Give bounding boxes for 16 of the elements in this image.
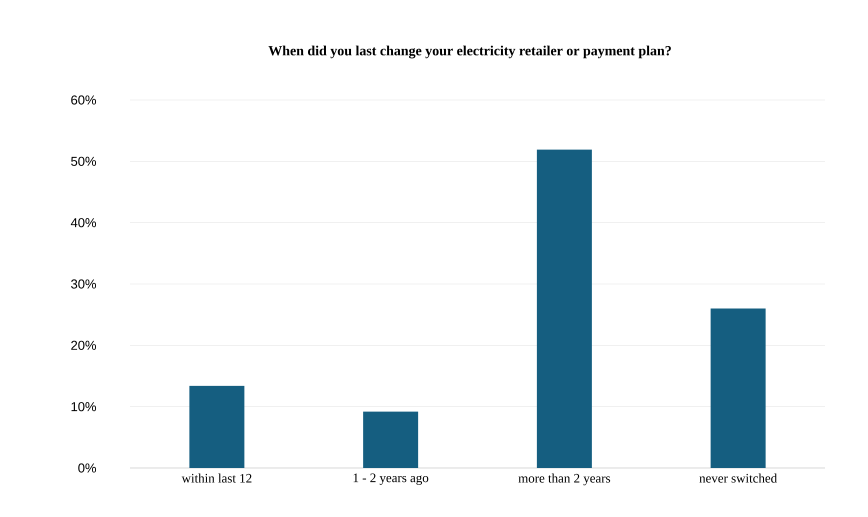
x-tick-label: within last 12 <box>182 474 252 483</box>
y-tick-label: 50% <box>71 156 96 166</box>
y-tick-label: 0% <box>78 463 96 473</box>
bar <box>189 386 244 468</box>
bar <box>536 150 592 468</box>
x-tick-label: never switched <box>699 474 777 483</box>
y-tick-label: 20% <box>71 340 96 350</box>
x-tick-label: 1 - 2 years ago <box>354 474 428 485</box>
bar <box>710 308 766 468</box>
x-tick-label: more than 2 years <box>518 474 610 486</box>
y-tick-label: 60% <box>71 95 96 105</box>
bar <box>363 412 418 468</box>
chart-title: When did you last change your electricity retailer or payment plan? <box>268 46 671 58</box>
y-tick-label: 40% <box>70 218 96 228</box>
y-tick-label: 30% <box>71 279 96 289</box>
y-tick-label: 10% <box>72 402 96 412</box>
